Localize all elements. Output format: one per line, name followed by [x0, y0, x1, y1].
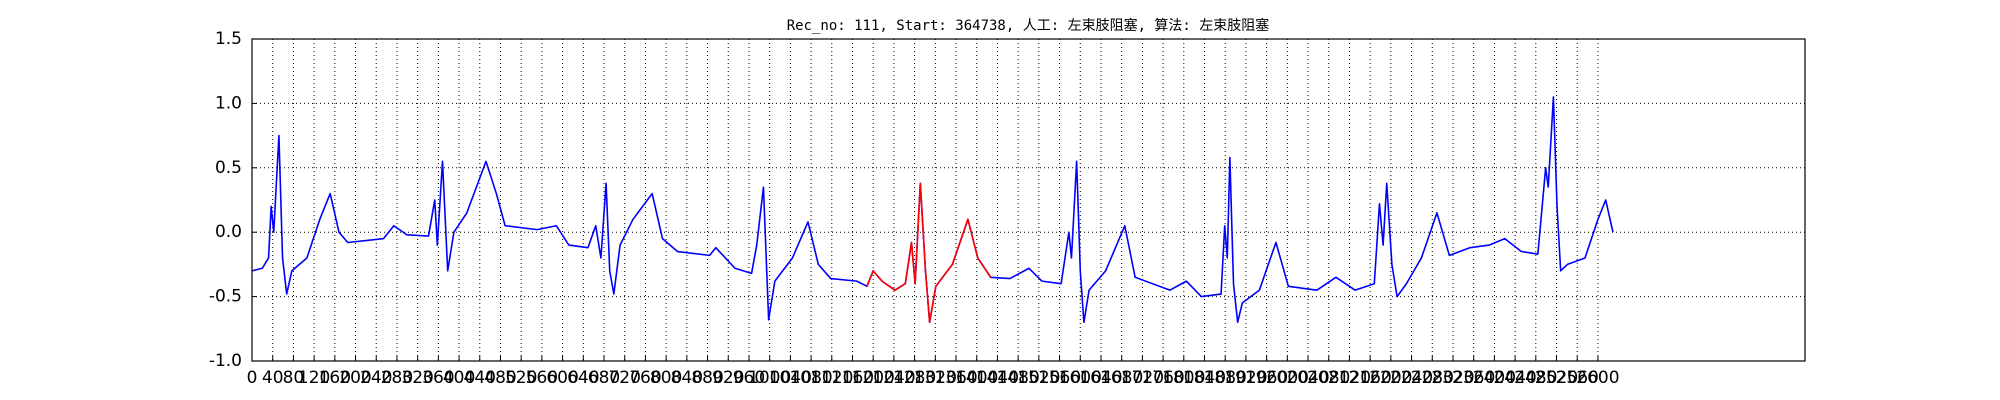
- x-tick-label: 1840: [1183, 368, 1226, 388]
- x-tick-label: 1120: [810, 368, 853, 388]
- x-tick-label: 440: [464, 368, 496, 388]
- x-tick-label: 1040: [769, 368, 812, 388]
- x-tick-label: 1400: [955, 368, 998, 388]
- x-tick-label: 1240: [872, 368, 915, 388]
- y-tick-label: 0.5: [215, 158, 242, 178]
- x-tick-label: 920: [712, 368, 744, 388]
- x-tick-label: 800: [650, 368, 682, 388]
- y-tick-label: -0.5: [209, 287, 242, 307]
- y-tick-label: 1.0: [215, 93, 242, 113]
- x-tick-label: 2080: [1307, 368, 1350, 388]
- x-tick-label: 2520: [1535, 368, 1578, 388]
- y-tick-label: -1.0: [209, 351, 242, 371]
- x-tick-label: 2560: [1556, 368, 1599, 388]
- x-tick-label: 1800: [1162, 368, 1205, 388]
- x-tick-label: 640: [567, 368, 599, 388]
- x-tick-label: 2040: [1286, 368, 1329, 388]
- x-tick-label: 1760: [1141, 368, 1184, 388]
- x-tick-label: 1280: [893, 368, 936, 388]
- x-tick-label: 1320: [914, 368, 957, 388]
- x-tick-label: 960: [733, 368, 765, 388]
- x-tick-label: 1360: [934, 368, 977, 388]
- x-tick-label: 1000: [748, 368, 791, 388]
- x-tick-label: 600: [546, 368, 578, 388]
- x-tick-label: 240: [360, 368, 392, 388]
- x-tick-label: 1960: [1245, 368, 1288, 388]
- ecg-line: [866, 182, 992, 324]
- x-tick-label: 1200: [852, 368, 895, 388]
- x-tick-label: 2000: [1266, 368, 1309, 388]
- x-tick-label: 400: [443, 368, 475, 388]
- x-tick-label: 2200: [1369, 368, 1412, 388]
- x-tick-label: 280: [381, 368, 413, 388]
- x-tick-label: 1600: [1059, 368, 1102, 388]
- x-tick-label: 1440: [976, 368, 1019, 388]
- x-tick-label: 560: [526, 368, 558, 388]
- x-tick-label: 1640: [1079, 368, 1122, 388]
- x-tick-label: 520: [505, 368, 537, 388]
- x-tick-label: 40: [262, 368, 284, 388]
- x-tick-label: 2600: [1576, 368, 1619, 388]
- chart-title: Rec_no: 111, Start: 364738, 人工: 左束肢阻塞, 算…: [787, 17, 1270, 34]
- x-tick-label: 80: [283, 368, 305, 388]
- x-tick-label: 880: [691, 368, 723, 388]
- x-tick-label: 2480: [1514, 368, 1557, 388]
- x-tick-label: 1160: [831, 368, 874, 388]
- x-tick-label: 1480: [997, 368, 1040, 388]
- x-tick-label: 1880: [1204, 368, 1247, 388]
- x-tick-label: 2320: [1431, 368, 1474, 388]
- x-tick-label: 1080: [789, 368, 832, 388]
- x-tick-label: 680: [588, 368, 620, 388]
- x-tick-label: 840: [671, 368, 703, 388]
- x-tick-label: 320: [401, 368, 433, 388]
- x-tick-label: 2240: [1390, 368, 1433, 388]
- x-tick-label: 1520: [1017, 368, 1060, 388]
- ecg-line: [251, 96, 1614, 324]
- plot-frame: [251, 38, 1806, 362]
- y-tick-label: 0.0: [215, 222, 242, 242]
- x-tick-label: 2400: [1473, 368, 1516, 388]
- x-tick-label: 2360: [1452, 368, 1495, 388]
- x-tick-label: 2280: [1411, 368, 1454, 388]
- x-tick-label: 720: [608, 368, 640, 388]
- x-tick-label: 1680: [1100, 368, 1143, 388]
- x-tick-label: 0: [247, 368, 258, 388]
- x-tick-label: 160: [319, 368, 351, 388]
- x-tick-label: 1560: [1038, 368, 1081, 388]
- x-tick-label: 760: [629, 368, 661, 388]
- x-tick-label: 120: [298, 368, 330, 388]
- y-tick-label: 1.5: [215, 29, 242, 49]
- x-tick-label: 1920: [1224, 368, 1267, 388]
- x-tick-label: 2120: [1328, 368, 1371, 388]
- x-tick-label: 360: [422, 368, 454, 388]
- x-tick-label: 2440: [1493, 368, 1536, 388]
- x-tick-label: 200: [339, 368, 371, 388]
- x-tick-label: 480: [484, 368, 516, 388]
- x-tick-label: 2160: [1349, 368, 1392, 388]
- x-tick-label: 1720: [1121, 368, 1164, 388]
